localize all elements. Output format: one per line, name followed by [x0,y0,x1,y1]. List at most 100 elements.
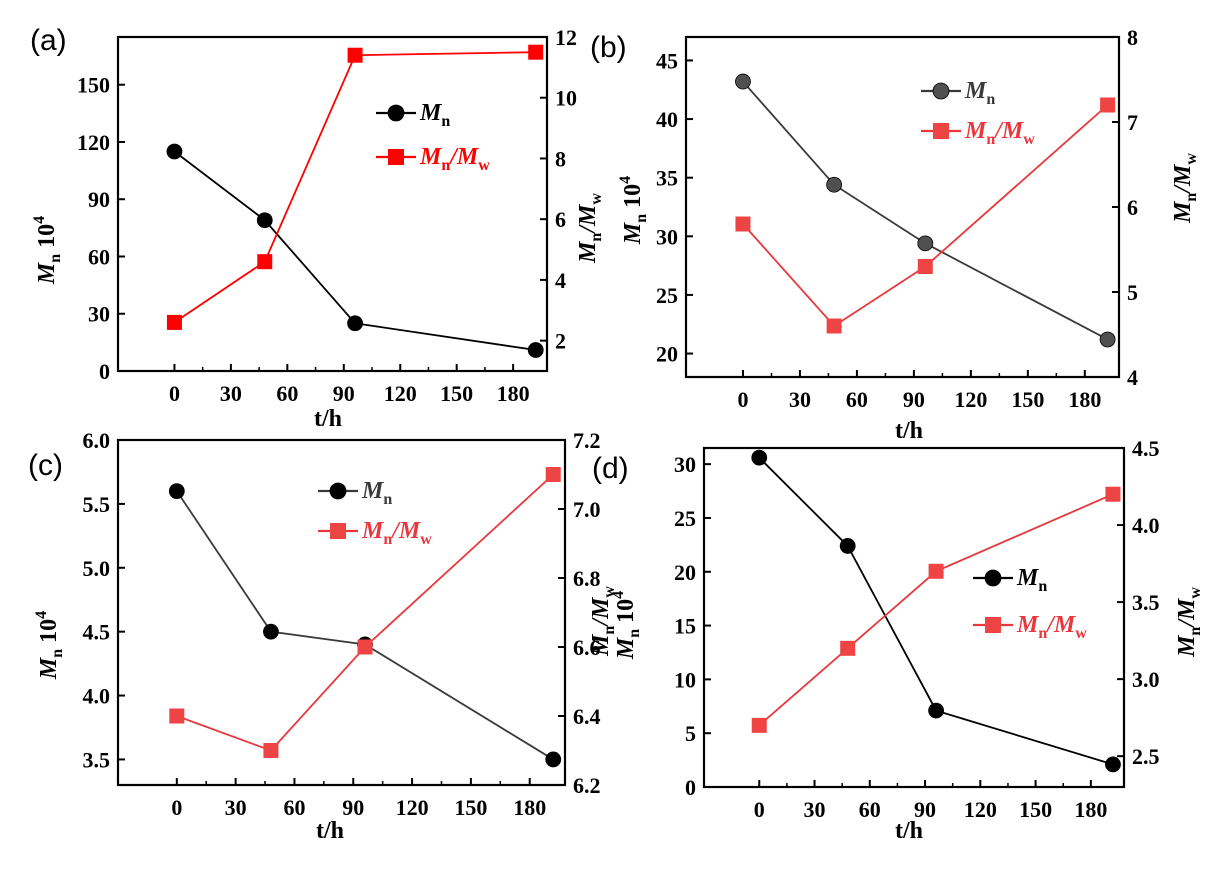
y-right-tick-label: 2 [555,329,566,354]
y-left-tick-label: 5.0 [83,556,111,581]
panel-label: (b) [590,31,627,64]
data-point-circle [168,483,185,500]
y-left-tick-label: 0 [99,359,110,384]
data-point-circle [1105,756,1121,773]
x-tick-label: 120 [396,795,429,820]
data-point-square [545,467,561,482]
legend-entry-mn: Mn [318,478,392,508]
legend-entry-mn: Mn [376,100,450,130]
legend-marker-square [330,523,346,539]
y-right-tick-label: 3.5 [1132,590,1160,615]
x-tick-label: 120 [384,381,417,406]
y-left-tick-label: 4.5 [83,620,111,645]
legend-label: Mn/Mw [361,518,432,548]
chart-panel-c: (c) 0 30 60 90 120 150 180 3.5 4.0 4.5 5.0 5.5 6.0 6.2… [28,428,618,844]
y-left-tick-label: 5.5 [83,492,111,517]
y-right-tick-label: 7.2 [573,428,601,453]
x-tick-label: 0 [754,797,765,822]
data-point-square [1105,486,1121,502]
x-tick-label: 120 [954,387,987,412]
y-right-tick-label: 7.0 [573,497,601,522]
x-tick-label: 90 [333,381,355,406]
y-right-axis-title: Mn/Mw [1174,587,1204,658]
legend-entry-mn: Mn [921,78,995,108]
series-line-mn [742,80,1109,341]
series-line-mn-mw [173,51,536,324]
x-axis-title: t/h [895,418,923,444]
data-point-circle [256,212,273,229]
legend-entry-mn-mw: Mn/Mw [973,612,1087,642]
y-left-tick-label: 30 [88,302,110,327]
x-tick-label: 150 [440,381,473,406]
legend-marker-square [985,617,1001,633]
panel-label: (c) [28,449,63,482]
x-tick-label: 60 [859,797,881,822]
y-right-tick-label: 6.4 [573,704,601,729]
x-tick-label: 60 [283,795,305,820]
y-left-tick-label: 40 [656,107,678,132]
legend-marker-circle [932,82,950,100]
y-right-tick-label: 10 [555,86,577,111]
data-point-square [751,717,767,733]
y-left-tick-label: 30 [656,224,678,249]
x-tick-label: 60 [846,387,868,412]
plot-frame [116,35,549,373]
y-left-tick-label: 3.5 [83,747,111,772]
y-left-tick-label: 6.0 [83,428,111,453]
series-line-mn [758,457,1114,766]
data-point-circle [545,751,562,768]
y-left-tick-label: 20 [674,560,696,585]
x-axis-title: t/h [316,818,344,844]
series-line-mn-mw [758,493,1114,727]
y-left-tick-label: 15 [674,614,696,639]
y-left-tick-label: 25 [674,506,696,531]
data-point-square [257,254,273,270]
y-right-tick-label: 6 [555,207,566,232]
y-left-tick-label: 45 [656,48,678,73]
data-point-square [169,708,185,724]
plot-frame [116,438,567,787]
legend-label: Mn [1016,565,1047,595]
series-line-mn [176,490,554,761]
y-right-tick-label: 6.2 [573,773,601,798]
x-tick-label: 30 [789,387,811,412]
y-left-tick-label: 5 [685,721,696,746]
y-right-tick-label: 6.6 [573,635,601,660]
series-line-mn-mw [742,104,1109,328]
y-left-tick-label: 90 [88,187,110,212]
y-left-tick-label: 0 [685,775,696,800]
data-point-circle [928,702,945,719]
legend-marker-circle [984,569,1002,587]
x-tick-label: 150 [454,795,487,820]
legend-entry-mn-mw: Mn/Mw [921,118,1035,148]
x-tick-label: 180 [1074,797,1107,822]
y-right-tick-label: 4 [555,268,566,293]
x-tick-label: 30 [225,795,247,820]
chart-panel-a: (a) 0 30 60 90 120 150 180 0 30 60 90 120 150 2 4 6 8 10 12… [30,24,605,432]
data-point-circle [751,449,768,466]
data-point-circle [839,538,856,554]
y-right-tick-label: 5 [1127,280,1138,305]
plot-frame [702,446,1126,789]
data-point-circle [166,143,183,160]
legend-marker-square [388,149,404,165]
y-left-tick-label: 20 [656,342,678,367]
data-point-square [826,318,842,334]
x-tick-label: 90 [342,795,364,820]
y-left-axis-title: Mn 104 [31,216,64,285]
data-point-square [357,639,373,655]
legend-entry-mn-mw: Mn/Mw [376,144,490,174]
data-point-circle [527,342,544,358]
data-point-circle [1099,331,1116,348]
y-right-tick-label: 2.5 [1132,744,1160,769]
y-right-axis-title: Mn/Mw [575,193,605,264]
legend-label: Mn [419,100,450,130]
x-tick-label: 0 [169,381,180,406]
y-right-tick-label: 6.8 [573,566,601,591]
y-left-tick-label: 30 [674,452,696,477]
data-point-circle [263,623,279,640]
y-left-tick-label: 25 [656,283,678,308]
plot-frame [684,35,1121,379]
y-right-tick-label: 7 [1127,110,1138,135]
